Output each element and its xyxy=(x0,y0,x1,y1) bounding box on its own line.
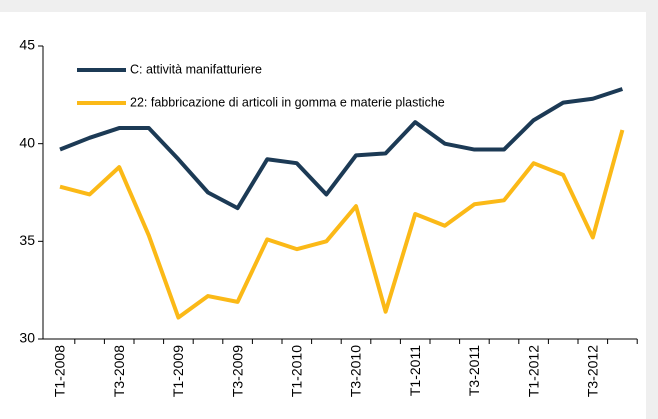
y-tick-label: 30 xyxy=(19,330,35,346)
x-tick-label: T3-2010 xyxy=(348,345,364,397)
x-tick-label: T1-2012 xyxy=(525,345,541,397)
x-tick-label: T3-2009 xyxy=(229,345,245,397)
x-tick-label: T3-2011 xyxy=(466,345,482,396)
y-tick-label: 40 xyxy=(19,134,35,150)
legend-label: C: attività manifatturiere xyxy=(130,62,262,76)
plot-background xyxy=(0,12,646,419)
x-tick-label: T1-2010 xyxy=(289,345,305,397)
series-line xyxy=(59,129,625,320)
legend-label: 22: fabbricazione di articoli in gomma e… xyxy=(130,95,445,109)
y-tick-label: 35 xyxy=(19,232,35,248)
x-tick-label: T1-2009 xyxy=(170,345,186,397)
x-tick-label: T1-2011 xyxy=(407,345,423,396)
x-tick-label: T3-2008 xyxy=(111,345,127,397)
series-line xyxy=(59,87,624,211)
y-tick-label: 45 xyxy=(19,37,35,53)
x-tick-label: T1-2008 xyxy=(52,345,68,397)
x-tick-label: T3-2012 xyxy=(585,345,601,397)
